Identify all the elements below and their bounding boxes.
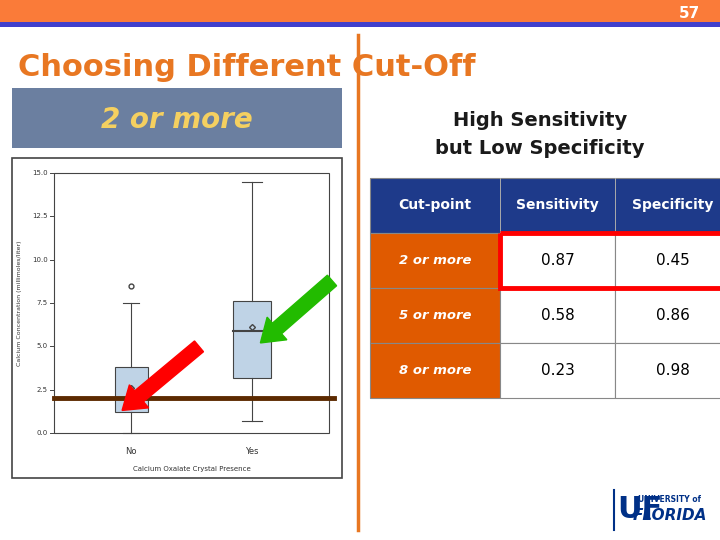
Bar [500, 233, 720, 288]
Bar [500, 343, 615, 398]
Text: 15.0: 15.0 [32, 170, 48, 176]
Bar [370, 343, 500, 398]
Bar [233, 301, 271, 377]
FancyArrow shape [122, 341, 204, 410]
Text: UNIVERSITY of: UNIVERSITY of [639, 496, 701, 504]
Text: 0.0: 0.0 [37, 430, 48, 436]
Text: Calcium Oxalate Crystal Presence: Calcium Oxalate Crystal Presence [132, 466, 251, 472]
Bar [615, 288, 720, 343]
Bar [615, 343, 720, 398]
Text: 0.58: 0.58 [541, 308, 575, 323]
Text: Specificity: Specificity [632, 199, 714, 213]
Text: 2.5: 2.5 [37, 387, 48, 393]
Bar [12, 88, 342, 148]
Bar [500, 288, 615, 343]
Bar [0, 22, 720, 27]
Text: High Sensitivity: High Sensitivity [453, 111, 627, 130]
Bar [370, 233, 500, 288]
Bar [370, 178, 720, 233]
Text: Cut-point: Cut-point [398, 199, 472, 213]
Text: 8 or more: 8 or more [399, 364, 472, 377]
Bar [370, 288, 500, 343]
Text: 2 or more: 2 or more [399, 254, 472, 267]
Bar [114, 367, 148, 412]
Text: 5 or more: 5 or more [399, 309, 472, 322]
FancyArrow shape [261, 275, 337, 343]
Bar [615, 233, 720, 288]
Text: 0.98: 0.98 [656, 363, 690, 378]
Text: 10.0: 10.0 [32, 256, 48, 262]
Text: Calcium Concentration (millimoles/liter): Calcium Concentration (millimoles/liter) [17, 240, 22, 366]
Bar [12, 158, 342, 478]
Text: UF: UF [617, 496, 662, 524]
Text: FLORIDA: FLORIDA [633, 508, 707, 523]
Bar [0, 0, 720, 22]
Text: 0.23: 0.23 [541, 363, 575, 378]
Text: 12.5: 12.5 [32, 213, 48, 219]
Text: 2 or more: 2 or more [101, 106, 253, 134]
Text: Yes: Yes [246, 447, 258, 456]
Bar [500, 233, 615, 288]
Text: 0.45: 0.45 [656, 253, 689, 268]
Text: 0.86: 0.86 [656, 308, 690, 323]
Text: No: No [125, 447, 137, 456]
Text: 57: 57 [679, 5, 700, 21]
Text: 5.0: 5.0 [37, 343, 48, 349]
Text: 7.5: 7.5 [37, 300, 48, 306]
Text: 0.87: 0.87 [541, 253, 575, 268]
Text: Choosing Different Cut-Off: Choosing Different Cut-Off [18, 53, 475, 83]
Bar [54, 173, 329, 433]
Text: but Low Specificity: but Low Specificity [436, 138, 644, 158]
Text: Sensitivity: Sensitivity [516, 199, 599, 213]
